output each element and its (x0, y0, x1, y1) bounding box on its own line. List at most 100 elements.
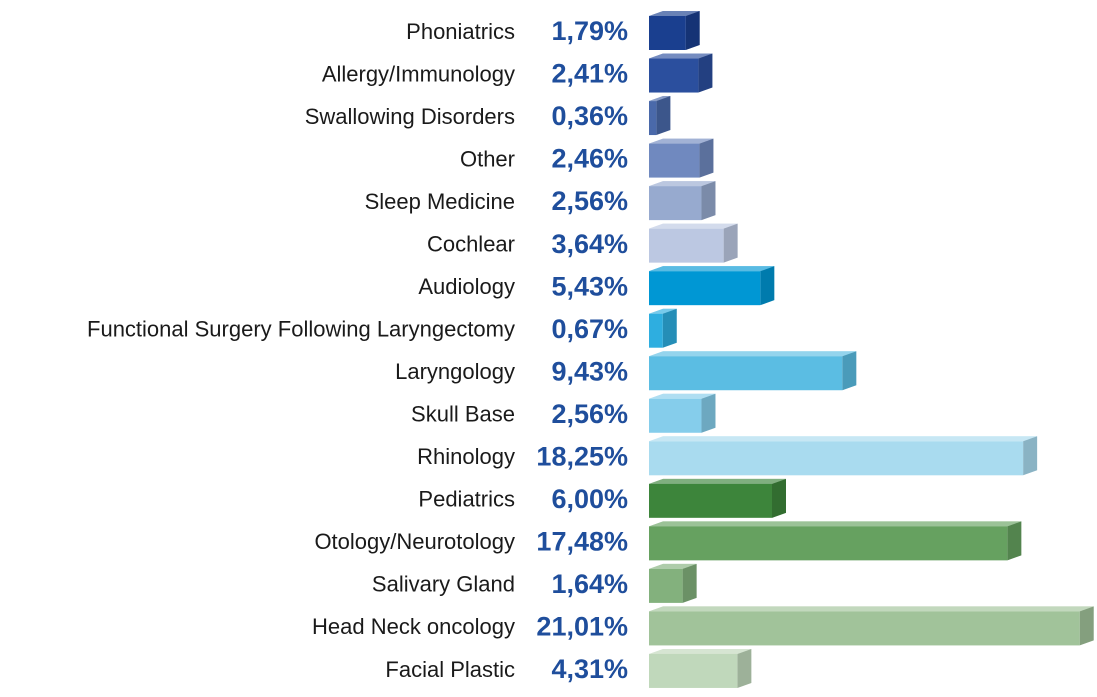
bar-top-shade (649, 351, 857, 357)
bar-side (737, 648, 752, 688)
bar-top (649, 266, 775, 272)
bar-side-shade (842, 351, 857, 391)
bar-top-shade (649, 53, 713, 59)
bar-top (649, 53, 713, 59)
category-label: Swallowing Disorders (305, 104, 515, 129)
category-label: Head Neck oncology (312, 614, 515, 639)
bar-top-shade (649, 11, 700, 16)
bar (649, 611, 1080, 646)
value-label: 9,43% (551, 356, 628, 386)
bar-top (649, 96, 671, 102)
bar-side-shade (1079, 606, 1094, 646)
value-label: 3,64% (551, 229, 628, 259)
bar-side (701, 393, 716, 433)
category-label: Sleep Medicine (365, 189, 515, 214)
bar (649, 483, 772, 518)
bar-side (656, 96, 671, 136)
bar-side-shade (701, 393, 716, 433)
bar-side-shade (760, 266, 775, 306)
category-label: Cochlear (427, 231, 515, 256)
category-label: Functional Surgery Following Laryngectom… (87, 317, 515, 342)
bar-side-shade (1023, 436, 1038, 476)
bar-top (649, 393, 716, 399)
bar-top (649, 11, 700, 16)
value-label: 6,00% (551, 484, 628, 514)
bar-top (649, 138, 714, 144)
bar (649, 526, 1008, 561)
bar-side (699, 138, 714, 178)
bar (649, 58, 699, 93)
bar-side (1023, 436, 1038, 476)
bar (649, 313, 663, 348)
bar-top (649, 181, 716, 187)
bar-top-shade (649, 393, 716, 399)
bar-top (649, 648, 752, 654)
bar-side-shade (699, 138, 714, 178)
bar-top (649, 478, 786, 484)
category-label: Other (460, 146, 515, 171)
bar (649, 356, 843, 391)
bar-top-shade (649, 648, 752, 654)
value-label: 17,48% (536, 526, 628, 556)
bar-side (698, 53, 713, 93)
value-label: 21,01% (536, 612, 628, 642)
category-label: Salivary Gland (372, 572, 515, 597)
bar-top-shade (649, 138, 714, 144)
category-label: Skull Base (411, 402, 515, 427)
bar-top-shade (649, 223, 738, 229)
category-label: Rhinology (417, 444, 515, 469)
bar-side (685, 11, 700, 50)
bar-top-shade (649, 606, 1094, 612)
category-label: Otology/Neurotology (314, 529, 515, 554)
bar (649, 398, 702, 433)
bar-top (649, 308, 677, 314)
bar-side-shade (701, 181, 716, 221)
bar-top-shade (649, 436, 1038, 442)
bar (649, 653, 738, 688)
value-label: 4,31% (551, 654, 628, 684)
category-label: Facial Plastic (385, 657, 515, 682)
bar-side (772, 478, 786, 518)
bar (649, 441, 1024, 476)
bar-top-shade (649, 308, 677, 314)
bar-top (649, 521, 1022, 527)
bar-side (1079, 606, 1094, 646)
bar-top (649, 563, 697, 569)
bar-top-shade (649, 521, 1022, 527)
bar-side (662, 308, 677, 348)
bar-side-shade (1007, 521, 1022, 561)
category-label: Laryngology (395, 359, 515, 384)
value-label: 2,56% (551, 399, 628, 429)
bar-top (649, 436, 1038, 442)
bar-side-shade (737, 648, 752, 688)
value-label: 1,79% (551, 16, 628, 46)
bar-side (723, 223, 738, 263)
bar-top-shade (649, 563, 697, 569)
bar-side-shade (698, 53, 713, 93)
bar-side-shade (662, 308, 677, 348)
bar-side (760, 266, 775, 306)
bar (649, 186, 702, 221)
bar-side-shade (685, 11, 700, 50)
value-label: 2,56% (551, 186, 628, 216)
value-label: 18,25% (536, 441, 628, 471)
value-label: 5,43% (551, 271, 628, 301)
bar-side (842, 351, 857, 391)
bar-side-shade (772, 478, 786, 518)
bar (649, 228, 724, 263)
bar-side (1007, 521, 1022, 561)
category-label: Phoniatrics (406, 19, 515, 44)
value-label: 1,64% (551, 569, 628, 599)
bar-top-shade (649, 266, 775, 272)
value-label: 2,41% (551, 59, 628, 89)
bar-side-shade (656, 96, 671, 136)
bar-side (701, 181, 716, 221)
bar (649, 271, 761, 306)
bar (649, 143, 700, 178)
bar-side-shade (723, 223, 738, 263)
bar (649, 101, 657, 136)
category-label: Audiology (418, 274, 515, 299)
bar-top (649, 606, 1094, 612)
bar-side (682, 563, 697, 603)
